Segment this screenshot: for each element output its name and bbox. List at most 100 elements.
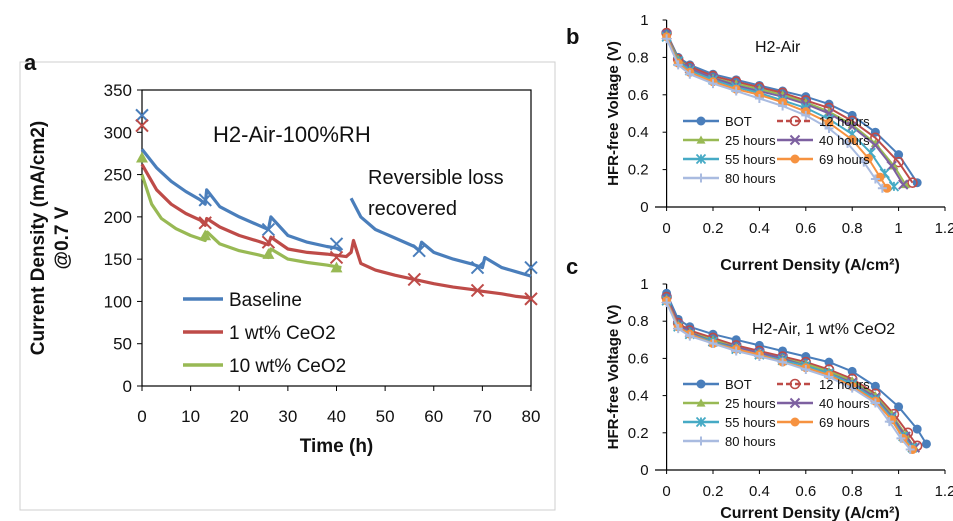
y-axis-title: HFR-free Voltage (V) xyxy=(605,41,622,186)
panel-a-annotation: H2-Air-100%RH xyxy=(213,122,371,147)
legend-entry: 1 wt% CeO2 xyxy=(183,323,336,344)
legend-entry: 25 hours xyxy=(683,396,776,411)
legend-label: 80 hours xyxy=(725,171,776,186)
legend-label: 1 wt% CeO2 xyxy=(229,323,336,344)
series-line xyxy=(349,197,532,278)
y-tick-label: 0.6 xyxy=(628,350,649,367)
data-marker xyxy=(524,260,538,275)
data-marker xyxy=(912,424,922,434)
y-tick-label: 0.2 xyxy=(628,425,649,442)
legend-entry: Baseline xyxy=(183,290,302,311)
x-tick-label: 1 xyxy=(894,483,902,500)
data-marker xyxy=(329,250,344,265)
data-marker xyxy=(843,138,853,148)
series-25-hours xyxy=(662,294,920,452)
y-axis-title-sub: @0.7 V xyxy=(52,206,73,269)
legend-marker xyxy=(789,115,801,127)
series-12-hours xyxy=(661,291,923,452)
y-tick-label: 0.8 xyxy=(628,49,649,66)
data-marker xyxy=(870,381,880,391)
data-marker xyxy=(824,372,834,382)
legend-marker xyxy=(696,135,706,144)
data-marker xyxy=(135,108,149,123)
data-marker xyxy=(898,179,909,190)
x-tick-label: 0.8 xyxy=(842,220,863,237)
legend-entry: 69 hours xyxy=(777,152,870,167)
legend-entry: 12 hours xyxy=(777,377,870,392)
legend-marker xyxy=(790,154,800,164)
y-tick-label: 350 xyxy=(104,81,132,100)
panel-c: c 0 0.2 0.4 0.6 0.8 1 0 0.2 0.4 0.6 0.8 1 1.2 Current … xyxy=(566,254,953,521)
x-tick-label: 0.8 xyxy=(842,483,863,500)
panel-c-annotation: H2-Air, 1 wt% CeO2 xyxy=(752,321,895,338)
data-marker xyxy=(136,151,148,163)
series-line xyxy=(665,302,911,451)
legend-entry: 40 hours xyxy=(777,396,870,411)
y-tick-label: 100 xyxy=(104,292,132,311)
legend-marker xyxy=(695,416,707,428)
y-tick-label: 250 xyxy=(104,166,132,185)
data-marker xyxy=(847,383,857,393)
legend-label: 12 hours xyxy=(819,114,870,129)
x-tick-label: 0.2 xyxy=(703,483,724,500)
legend-label: 10 wt% CeO2 xyxy=(229,356,346,377)
data-marker xyxy=(907,177,918,188)
data-marker xyxy=(847,135,857,145)
legend-label: 80 hours xyxy=(725,434,776,449)
series-baseline xyxy=(135,108,538,278)
data-marker xyxy=(685,69,695,79)
data-marker xyxy=(754,94,764,104)
series-55-hours xyxy=(661,31,900,192)
data-marker xyxy=(801,365,811,375)
series-1-wt-ceo2 xyxy=(135,118,538,306)
data-marker xyxy=(135,118,149,133)
legend-marker xyxy=(789,397,801,409)
series-69-hours xyxy=(662,32,892,193)
x-tick-label: 1.2 xyxy=(935,220,953,237)
legend-entry: 80 hours xyxy=(683,434,776,449)
x-tick-label: 0.6 xyxy=(795,220,816,237)
x-tick-label: 1 xyxy=(894,220,902,237)
series-55-hours xyxy=(661,295,918,453)
series-10-wt-ceo2 xyxy=(136,151,343,273)
legend-label: 40 hours xyxy=(819,396,870,411)
reversible-loss-note: Reversible loss xyxy=(368,167,504,189)
legend-label: 55 hours xyxy=(725,152,776,167)
y-tick-label: 50 xyxy=(113,335,132,354)
legend-label: 55 hours xyxy=(725,415,776,430)
y-tick-label: 0 xyxy=(640,199,648,216)
y-axis-title: HFR-free Voltage (V) xyxy=(605,305,622,450)
data-marker xyxy=(824,118,834,128)
data-marker xyxy=(901,180,911,189)
x-tick-label: 0.4 xyxy=(749,483,770,500)
legend-label: 12 hours xyxy=(819,377,870,392)
x-tick-label: 0.6 xyxy=(795,483,816,500)
x-tick-label: 20 xyxy=(230,407,249,426)
x-tick-label: 70 xyxy=(473,407,492,426)
legend-label: 25 hours xyxy=(725,133,776,148)
x-tick-label: 0 xyxy=(662,220,670,237)
data-marker xyxy=(329,237,344,251)
legend-entry: 55 hours xyxy=(683,415,776,430)
data-marker xyxy=(778,101,788,111)
panel-c-label: c xyxy=(566,254,578,279)
legend-entry: 80 hours xyxy=(683,171,776,186)
data-marker xyxy=(262,248,275,259)
data-marker xyxy=(801,110,811,120)
y-tick-label: 300 xyxy=(104,123,132,142)
data-marker xyxy=(470,260,485,275)
x-tick-label: 1.2 xyxy=(935,483,953,500)
data-marker xyxy=(330,261,343,273)
panel-a-frame xyxy=(19,61,556,511)
legend-marker xyxy=(696,379,706,389)
series-69-hours xyxy=(662,296,918,455)
y-tick-label: 0.4 xyxy=(628,388,649,405)
legend-entry: 55 hours xyxy=(683,152,776,167)
series-line xyxy=(140,174,342,270)
series-80-hours xyxy=(662,34,887,193)
x-tick-label: 0 xyxy=(137,407,146,426)
legend-label: BOT xyxy=(725,377,752,392)
data-marker xyxy=(685,331,695,341)
data-marker xyxy=(905,445,915,455)
data-marker xyxy=(894,150,904,160)
